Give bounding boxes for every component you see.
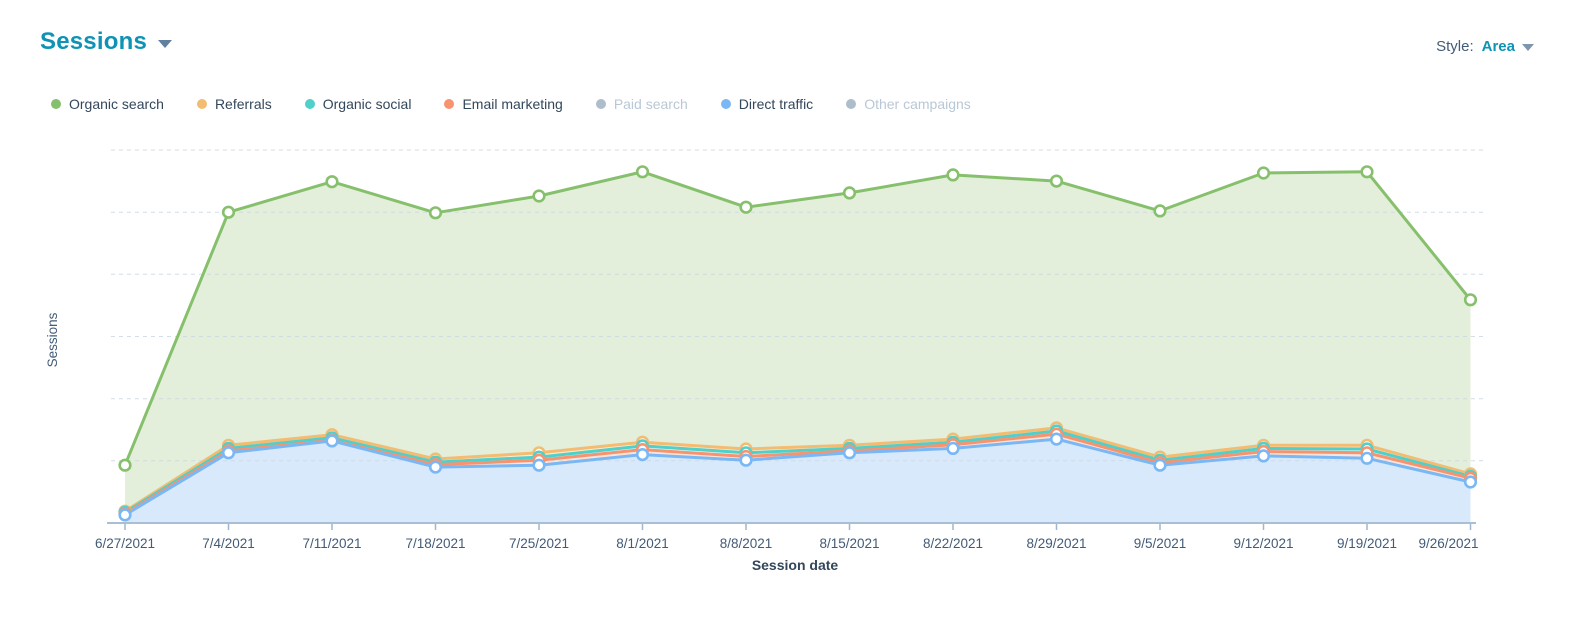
point-direct-traffic-7/4/2021[interactable] [221, 446, 236, 460]
x-tick-label: 9/26/2021 [1418, 536, 1478, 551]
x-tick-label: 7/4/2021 [202, 536, 255, 551]
legend-dot-icon [304, 99, 315, 109]
legend-label: Organic search [69, 96, 164, 112]
legend-label: Email marketing [462, 96, 563, 112]
point-organic-search-7/11/2021[interactable] [325, 175, 339, 189]
chart-title-dropdown[interactable]: Sessions [40, 28, 172, 56]
point-direct-traffic-9/19/2021[interactable] [1360, 451, 1374, 465]
line-referrals [123, 426, 1472, 513]
line-direct-traffic [123, 437, 1472, 517]
legend-label: Paid search [613, 96, 688, 112]
chart-legend: Organic search Referrals Organic social … [51, 96, 971, 112]
x-axis-title: Session date [752, 557, 839, 573]
legend-item-direct-traffic[interactable]: Direct traffic [720, 96, 814, 112]
area-fill-organic-search [125, 171, 1471, 524]
chevron-down-icon [1522, 44, 1534, 51]
point-organic-search-8/1/2021[interactable] [635, 165, 650, 179]
legend-dot-icon [444, 99, 455, 109]
point-organic-search-6/27/2021[interactable] [118, 458, 132, 472]
x-tick-label: 9/5/2021 [1134, 536, 1187, 551]
x-tick-label: 8/29/2021 [1026, 536, 1086, 551]
x-tick-label: 9/12/2021 [1233, 536, 1293, 551]
point-direct-traffic-9/5/2021[interactable] [1153, 458, 1167, 472]
point-organic-search-8/15/2021[interactable] [842, 186, 857, 200]
point-direct-traffic-8/1/2021[interactable] [635, 448, 650, 462]
x-tick-label: 8/8/2021 [720, 536, 773, 551]
x-tick-label: 6/27/2021 [95, 536, 155, 551]
point-organic-search-9/5/2021[interactable] [1153, 204, 1167, 218]
legend-dot-icon [196, 99, 207, 109]
legend-item-other-campaigns[interactable]: Other campaigns [846, 96, 971, 112]
x-tick-label: 8/15/2021 [819, 536, 879, 551]
x-tick-label: 9/19/2021 [1337, 536, 1397, 551]
point-direct-traffic-9/12/2021[interactable] [1256, 449, 1271, 463]
style-selector: Style: Area [1436, 38, 1534, 55]
point-organic-search-7/18/2021[interactable] [428, 206, 443, 220]
point-organic-search-9/12/2021[interactable] [1256, 166, 1271, 180]
point-direct-traffic-8/15/2021[interactable] [842, 446, 857, 460]
point-direct-traffic-7/18/2021[interactable] [428, 460, 443, 474]
point-organic-search-9/26/2021[interactable] [1463, 293, 1478, 307]
legend-item-referrals[interactable]: Referrals [196, 96, 272, 112]
point-direct-traffic-8/8/2021[interactable] [739, 453, 753, 467]
point-organic-search-8/22/2021[interactable] [946, 168, 960, 182]
x-tick-label: 8/1/2021 [616, 536, 669, 551]
point-organic-search-8/8/2021[interactable] [739, 200, 753, 214]
point-direct-traffic-8/29/2021[interactable] [1049, 432, 1064, 446]
legend-dot-icon [846, 99, 857, 109]
legend-item-organic-social[interactable]: Organic social [304, 96, 412, 112]
style-label: Style: [1436, 38, 1474, 55]
legend-item-paid-search[interactable]: Paid search [595, 96, 688, 112]
line-organic-social [123, 429, 1472, 514]
line-organic-search [123, 170, 1472, 467]
page-title: Sessions [40, 28, 147, 55]
chevron-down-icon [158, 39, 172, 48]
legend-dot-icon [720, 99, 731, 109]
style-dropdown[interactable]: Area [1482, 38, 1534, 55]
legend-label: Direct traffic [738, 96, 814, 112]
legend-label: Referrals [214, 96, 272, 112]
point-direct-traffic-7/25/2021[interactable] [532, 458, 546, 472]
x-tick-label: 8/22/2021 [923, 536, 983, 551]
point-organic-search-7/25/2021[interactable] [532, 189, 546, 203]
point-organic-search-8/29/2021[interactable] [1049, 174, 1064, 188]
style-value: Area [1481, 38, 1515, 55]
point-organic-search-7/4/2021[interactable] [221, 205, 236, 219]
point-direct-traffic-6/27/2021[interactable] [118, 508, 132, 522]
legend-label: Other campaigns [864, 96, 971, 112]
legend-label: Organic social [322, 96, 412, 112]
legend-item-organic-search[interactable]: Organic search [51, 96, 164, 112]
legend-dot-icon [595, 99, 606, 109]
legend-dot-icon [51, 99, 61, 109]
legend-item-email-marketing[interactable]: Email marketing [444, 96, 563, 112]
point-direct-traffic-9/26/2021[interactable] [1463, 475, 1478, 489]
point-direct-traffic-8/22/2021[interactable] [946, 441, 960, 456]
x-tick-label: 7/11/2021 [302, 536, 361, 551]
x-tick-label: 7/25/2021 [509, 536, 569, 551]
point-organic-search-9/19/2021[interactable] [1360, 165, 1374, 179]
point-direct-traffic-7/11/2021[interactable] [325, 434, 339, 448]
y-axis-title: Sessions [45, 312, 60, 367]
x-tick-label: 7/18/2021 [405, 536, 465, 551]
